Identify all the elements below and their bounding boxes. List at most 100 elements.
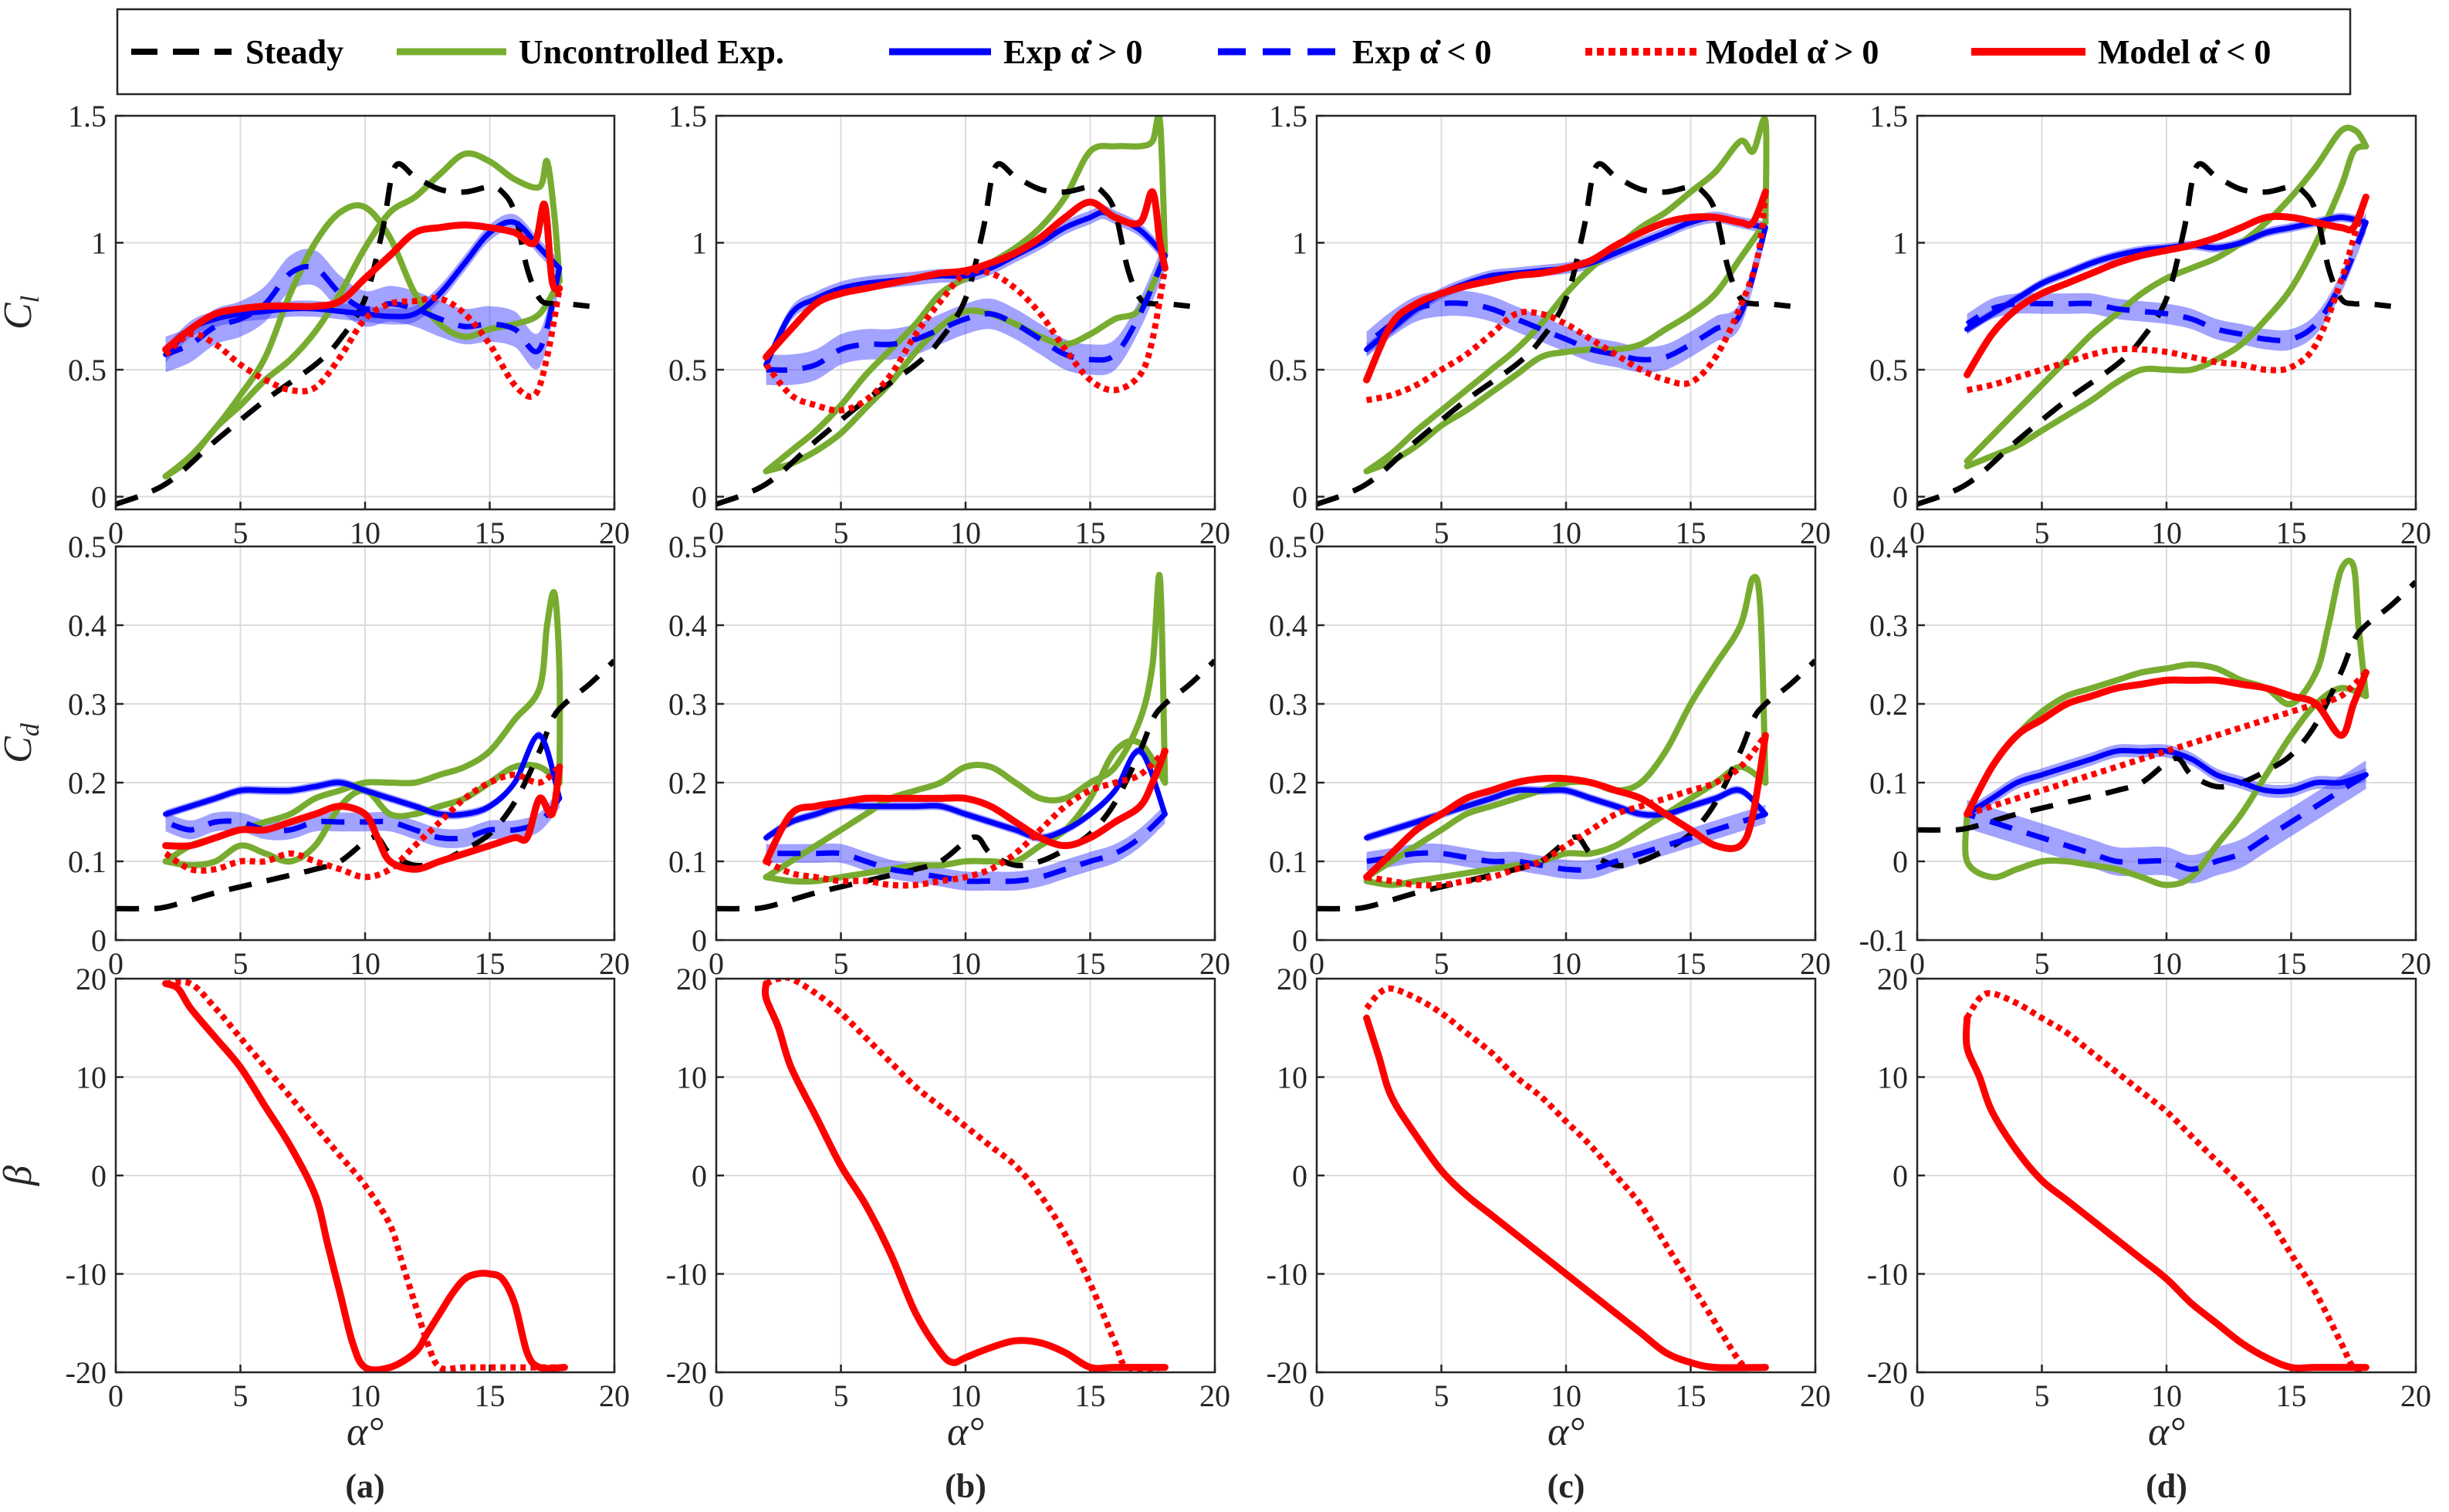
y-tick-label: 0.5 bbox=[68, 353, 107, 387]
x-tick-label: 20 bbox=[599, 1378, 630, 1413]
y-tick-label: 20 bbox=[676, 962, 707, 996]
exp-down-line bbox=[1966, 772, 2368, 872]
series-cl-d bbox=[1917, 124, 2392, 507]
exp-down-line bbox=[766, 254, 1168, 373]
panel-label-a: (a) bbox=[345, 1467, 384, 1505]
x-tick-label: 20 bbox=[599, 946, 630, 981]
model-down-line bbox=[763, 188, 1169, 361]
y-tick-label: 0.5 bbox=[1269, 353, 1307, 387]
axes-frame-cd-a bbox=[114, 545, 616, 942]
y-tick-label: -0.1 bbox=[1859, 923, 1908, 958]
x-tick-label: 15 bbox=[475, 946, 506, 981]
exp-down-line bbox=[164, 263, 563, 357]
axes-cd-d: 0 5 10 15 20-0.100.10.20.30.4 bbox=[1859, 529, 2431, 981]
model-down-line bbox=[1363, 1014, 1769, 1372]
axes-cl-d: 0 5 10 15 20 0 0.5 1 1.5 bbox=[1869, 99, 2431, 550]
axes-frame-cl-c bbox=[1315, 114, 1817, 511]
uncontrolled-up-line bbox=[1964, 557, 2370, 817]
x-tick-label: 5 bbox=[2035, 1378, 2050, 1413]
model-down-line bbox=[1363, 188, 1769, 384]
x-tick-label: 5 bbox=[2035, 946, 2050, 981]
model-up-line bbox=[1966, 670, 2369, 817]
x-tick-label: 5 bbox=[2035, 516, 2050, 550]
x-tick-label: 10 bbox=[350, 946, 381, 981]
axes-cd-c: 0 5 10 15 20 0 0.1 0.2 0.3 0.4 0.5 bbox=[1269, 529, 1831, 981]
y-tick-label: 0.5 bbox=[1869, 353, 1908, 387]
y-tick-label: 0.2 bbox=[1869, 687, 1908, 722]
exp-uncertainty-band bbox=[1967, 212, 2366, 351]
legend-entry-exp-down: Exp α̇ < 0 bbox=[1218, 33, 1491, 71]
x-tick-label: 20 bbox=[599, 516, 630, 550]
x-tick-label: 20 bbox=[1800, 516, 1831, 550]
model-down-line bbox=[1363, 732, 1769, 881]
series-beta-d bbox=[1962, 989, 2370, 1372]
uncontrolled-down-line bbox=[763, 252, 1169, 475]
y-tick-label: 1 bbox=[1292, 226, 1307, 261]
y-tick-label: 10 bbox=[1877, 1060, 1908, 1095]
uncontrolled-down-line bbox=[1363, 763, 1769, 888]
x-tick-label: 15 bbox=[1075, 946, 1106, 981]
x-axis-label: α° bbox=[947, 1410, 984, 1454]
y-tick-label: 0.4 bbox=[68, 608, 107, 643]
legend-label-exp-up: Exp α̇ > 0 bbox=[1003, 33, 1142, 71]
x-tick-label: 10 bbox=[1551, 946, 1581, 981]
x-tick-label: 15 bbox=[2276, 1378, 2307, 1413]
legend-entry-steady: Steady bbox=[131, 33, 343, 71]
x-tick-label: 20 bbox=[1800, 1378, 1831, 1413]
model-down-line bbox=[761, 979, 1169, 1372]
model-down-line bbox=[763, 747, 1169, 865]
y-tick-label: 0.2 bbox=[68, 766, 107, 800]
model-up-line bbox=[1966, 196, 2370, 394]
x-tick-label: 15 bbox=[475, 516, 506, 550]
series-cd-b bbox=[716, 572, 1215, 912]
axes-frame-cl-a bbox=[114, 114, 616, 511]
x-tick-label: 15 bbox=[2276, 516, 2307, 550]
model-down-line bbox=[1964, 193, 2370, 379]
axes-beta-c: 0 5 10 15 20 -20 -10 0 10 20 bbox=[1267, 962, 1831, 1413]
series-beta-c bbox=[1363, 985, 1769, 1372]
y-tick-label: -10 bbox=[1267, 1257, 1307, 1292]
x-tick-label: 20 bbox=[1199, 946, 1230, 981]
x-tick-label: 10 bbox=[1551, 1378, 1581, 1413]
model-down-line bbox=[1962, 1014, 2370, 1372]
x-tick-label: 10 bbox=[950, 516, 981, 550]
y-tick-label: -20 bbox=[666, 1355, 707, 1390]
x-tick-label: 15 bbox=[2276, 946, 2307, 981]
legend-entry-exp-up: Exp α̇ > 0 bbox=[889, 33, 1142, 71]
x-tick-label: 0 bbox=[1909, 516, 1925, 550]
uncontrolled-down-line bbox=[1363, 219, 1769, 475]
y-tick-label: 0.4 bbox=[1269, 608, 1307, 643]
y-tick-label: 10 bbox=[1277, 1060, 1307, 1095]
x-tick-label: 0 bbox=[1309, 1378, 1324, 1413]
y-tick-label: 1.5 bbox=[68, 99, 107, 134]
model-up-line bbox=[164, 764, 562, 881]
y-tick-label: 0.3 bbox=[1869, 608, 1908, 643]
y-tick-label: -20 bbox=[1267, 1355, 1307, 1390]
uncontrolled-up-line bbox=[1964, 124, 2370, 465]
uncontrolled-up-line bbox=[763, 572, 1169, 881]
x-tick-label: 10 bbox=[350, 1378, 381, 1413]
y-tick-label: 10 bbox=[676, 1060, 707, 1095]
x-tick-label: 5 bbox=[1434, 946, 1449, 981]
y-tick-label: 1 bbox=[91, 226, 107, 261]
row-ylabel-3: β bbox=[0, 1165, 40, 1186]
y-tick-label: 0.1 bbox=[1269, 844, 1307, 879]
axes-frame-cd-d bbox=[1916, 545, 2417, 942]
y-tick-label: 1 bbox=[692, 226, 707, 261]
x-tick-label: 10 bbox=[950, 1378, 981, 1413]
axes-frame-cl-d bbox=[1916, 114, 2417, 511]
series-cl-b bbox=[716, 116, 1191, 507]
x-tick-label: 0 bbox=[709, 946, 724, 981]
panel-label-d: (d) bbox=[2146, 1467, 2187, 1505]
model-up-line bbox=[764, 749, 1168, 889]
series-cd-a bbox=[116, 589, 614, 912]
x-tick-label: 0 bbox=[1309, 516, 1324, 550]
model-up-line bbox=[163, 287, 563, 400]
x-tick-label: 5 bbox=[233, 516, 249, 550]
y-tick-label: 10 bbox=[76, 1060, 107, 1095]
y-tick-label: 0 bbox=[692, 923, 707, 958]
x-tick-label: 15 bbox=[475, 1378, 506, 1413]
exp-uncertainty-band-upstroke bbox=[1967, 744, 2366, 821]
y-tick-label: 0.2 bbox=[1269, 766, 1307, 800]
x-axis-label: α° bbox=[1548, 1410, 1585, 1454]
